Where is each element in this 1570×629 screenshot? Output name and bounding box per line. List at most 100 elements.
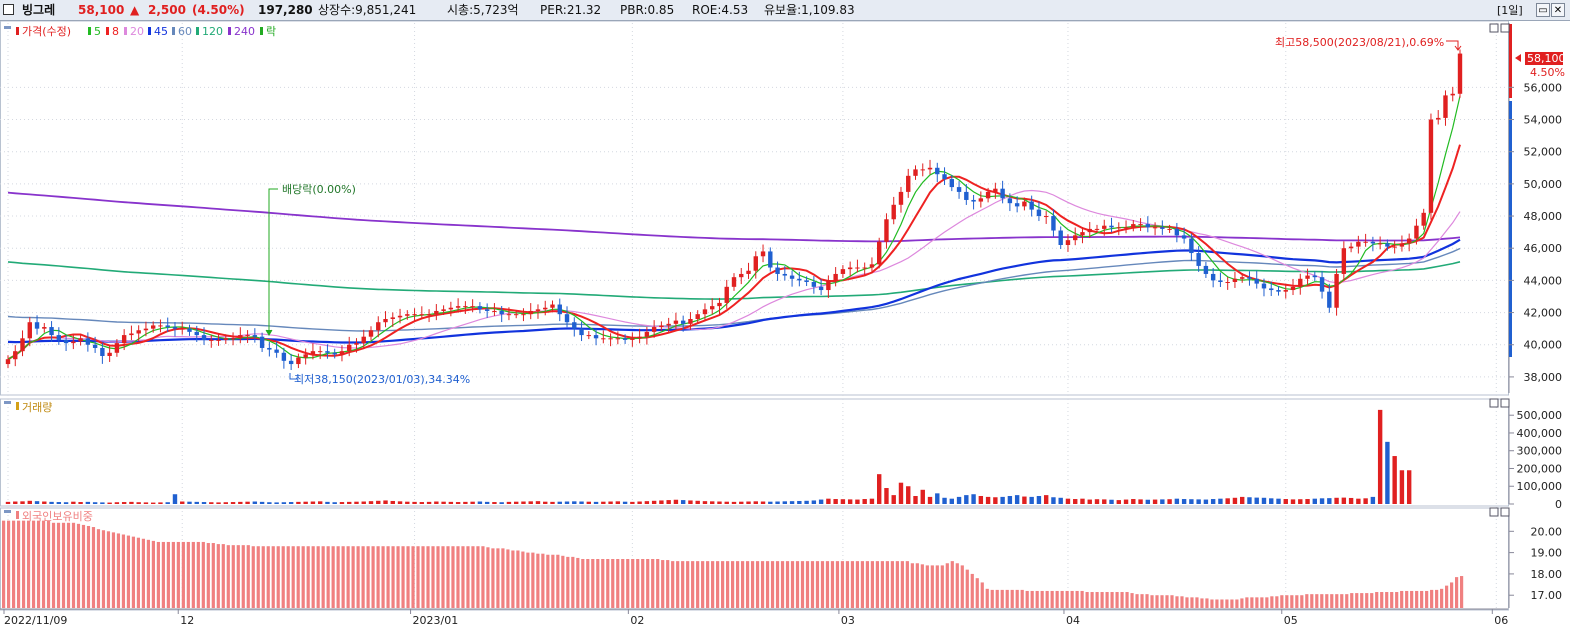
foreign-bar [1365,593,1369,608]
foreign-bar [1080,590,1084,608]
candle-body [1450,93,1455,96]
volume-bar [194,501,199,504]
foreign-bar [1350,593,1354,608]
roe-value: ROE:4.53 [692,3,749,17]
foreign-bar [626,559,630,608]
volume-bar [891,495,896,504]
candle-body [1436,117,1441,120]
candle-body [1196,253,1201,266]
foreign-bar [511,550,515,608]
candle-body [993,188,998,192]
candle-body [412,314,417,316]
foreign-bar [770,561,775,608]
volume-bar [1196,499,1201,504]
volume-bar [288,502,294,504]
foreign-bar [1105,592,1109,608]
candlestick-series [5,49,1463,370]
volume-bar [1399,470,1405,504]
foreign-bar [915,563,919,608]
candle-body [550,304,555,308]
candle-body [1065,240,1071,245]
foreign-bar [930,565,934,608]
foreign-bar [421,546,425,608]
maximize-button[interactable]: ▭ [1536,3,1550,17]
volume-bar [608,501,613,504]
foreign-bar [521,551,525,608]
price-tick-label: 38,000 [1524,371,1563,384]
foreign-bar [1320,594,1324,608]
foreign-bar [701,561,705,608]
candle-body [724,286,729,303]
foreign-bar [840,561,845,608]
foreign-bar [621,559,625,608]
foreign-bar [1455,577,1459,608]
volume-bar [1305,499,1310,504]
foreign-bar [676,561,680,608]
volume-bar [376,500,381,504]
panel-buttons[interactable] [1489,23,1510,517]
volume-bar [615,501,621,504]
candle-body [855,267,860,269]
foreign-bar [246,545,250,608]
foreign-bar [26,520,31,608]
candle-body [1290,286,1296,291]
foreign-bar [121,534,126,608]
candle-body [1319,277,1325,292]
candle-body [354,343,359,345]
foreign-bar [740,561,745,608]
foreign-bar [116,533,121,608]
close-button[interactable]: ✕ [1551,3,1565,17]
foreign-bar [1330,594,1334,608]
foreign-bar [571,556,575,608]
foreign-bar [431,546,435,608]
volume-bar [1406,470,1412,504]
volume-bar [535,501,541,504]
candle-body [956,187,962,192]
volume-bar [1160,499,1165,504]
foreign-bar [396,546,400,608]
volume-bar [317,501,323,504]
foreign-bar [2,520,6,608]
candle-body [339,351,345,355]
foreign-bar [785,561,790,608]
volume-bar [1000,496,1005,504]
candle-body [985,191,991,199]
candle-body [651,327,657,332]
candle-body [1029,201,1034,210]
period-label[interactable]: [1일] [1497,4,1523,17]
last-pct-label: 4.50% [1530,66,1565,79]
volume-bar [543,501,548,504]
candle-body [172,327,178,329]
foreign-bar [885,561,889,608]
foreign-bar [975,578,979,608]
foreign-bar [755,561,760,608]
candle-body [1414,225,1419,239]
legend-price: 가격(수정) [22,25,71,38]
candle-body [949,179,954,188]
candle-body [1160,227,1165,229]
foreign-bar [1230,599,1234,608]
candle-body [739,273,744,278]
volume-tick-label: 200,000 [1517,462,1563,475]
current-price: 58,100 [78,3,125,17]
foreign-bar [216,544,220,608]
foreign-bar [1150,595,1154,608]
foreign-bar [686,561,690,608]
foreign-bar [276,546,280,608]
foreign-bar [726,561,730,608]
checkbox[interactable] [3,4,14,15]
volume-bar [310,501,316,504]
volume-bar [1167,499,1172,504]
volume-bar [470,501,475,504]
foreign-bar [96,529,101,608]
foreign-bar [141,538,146,608]
foreign-bar [231,545,235,608]
volume-bar [688,500,693,504]
volume-bar [789,501,795,504]
foreign-bar [106,531,111,608]
candle-body [797,278,802,281]
price-change: 2,500 [148,3,186,17]
candle-body [746,270,751,274]
foreign-bar [586,559,590,608]
candle-body [376,322,381,331]
